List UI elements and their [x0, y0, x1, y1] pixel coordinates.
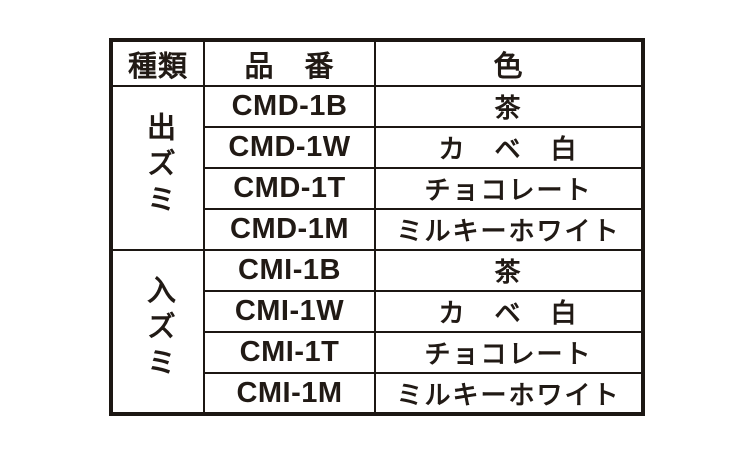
- color-cell: ミルキーホワイト: [374, 208, 644, 251]
- color-cell: ミルキーホワイト: [374, 372, 644, 415]
- part-number-cell: CMD-1M: [203, 208, 376, 251]
- part-number-cell: CMI-1B: [203, 249, 376, 292]
- type-group-cell-irizumi: 入ズミ: [110, 249, 205, 415]
- table-row-cmi-1t: CMI-1T チョコレート: [111, 331, 644, 374]
- table-row-cmi-1w: CMI-1W カ ベ 白: [111, 290, 644, 333]
- table-row-cmd-1m: CMD-1M ミルキーホワイト: [111, 208, 644, 251]
- type-label-dezumi: 出ズミ: [142, 111, 175, 220]
- part-number-cell: CMI-1T: [203, 331, 376, 374]
- color-cell: 茶: [374, 85, 644, 128]
- part-number-cell: CMI-1M: [203, 372, 376, 415]
- part-number-cell: CMD-1T: [203, 167, 376, 210]
- color-cell: カ ベ 白: [374, 290, 644, 333]
- color-cell: チョコレート: [374, 167, 644, 210]
- table-row-cmi-1b: 入ズミ CMI-1B 茶: [110, 249, 644, 415]
- type-label-irizumi: 入ズミ: [142, 275, 175, 383]
- header-part-number: 品 番: [203, 39, 376, 87]
- part-number-cell: CMI-1W: [203, 290, 376, 333]
- header-color: 色: [374, 39, 644, 87]
- product-spec-table: 種類 品 番 色 出ズミ CMD-1B 茶 CMD-1W カ ベ 白 CMD-1…: [109, 38, 645, 416]
- color-cell: チョコレート: [374, 331, 644, 374]
- color-cell: 茶: [374, 249, 644, 292]
- part-number-cell: CMD-1W: [203, 126, 376, 169]
- table-row-cmd-1w: CMD-1W カ ベ 白: [111, 126, 644, 169]
- table-row-cmi-1m: CMI-1M ミルキーホワイト: [111, 372, 644, 415]
- table-row-cmd-1t: CMD-1T チョコレート: [111, 167, 644, 210]
- part-number-cell: CMD-1B: [203, 85, 376, 128]
- header-row: 種類 品 番 色: [110, 39, 644, 87]
- type-group-cell-dezumi: 出ズミ: [110, 85, 205, 251]
- color-cell: カ ベ 白: [374, 126, 644, 169]
- table-row-cmd-1b: 出ズミ CMD-1B 茶: [110, 85, 644, 251]
- header-type: 種類: [110, 39, 205, 87]
